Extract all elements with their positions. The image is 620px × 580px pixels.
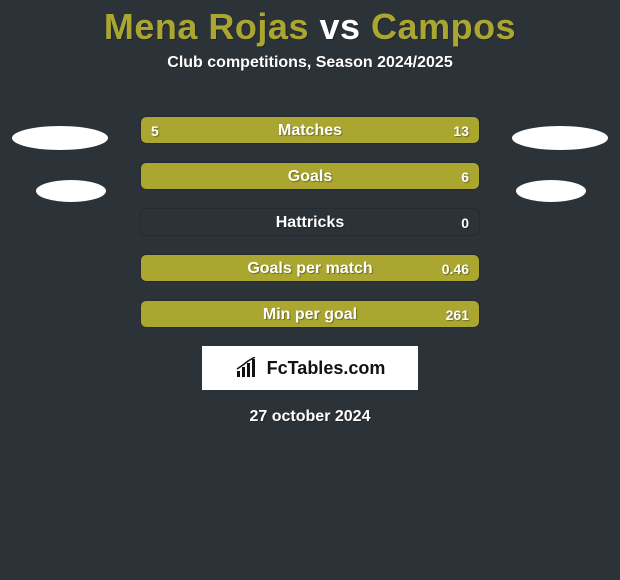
stat-value-right: 13 [453,117,469,144]
stat-value-left: 5 [151,117,159,144]
stat-value-right: 261 [446,301,469,328]
decor-ellipse-right-1 [512,126,608,150]
title-player1: Mena Rojas [104,6,309,47]
stat-value-right: 0 [461,209,469,236]
stat-row: Goals6 [140,162,480,190]
stat-value-right: 6 [461,163,469,190]
stat-label: Min per goal [141,301,479,328]
stat-row: Matches5 13 [140,116,480,144]
decor-ellipse-right-2 [516,180,586,202]
stat-label: Hattricks [141,209,479,236]
title-vs: vs [319,6,360,47]
logo-box: FcTables.com [202,346,418,390]
stat-label: Goals per match [141,255,479,282]
stat-row: Min per goal261 [140,300,480,328]
logo-text: FcTables.com [267,358,386,379]
decor-ellipse-left-1 [12,126,108,150]
page-title: Mena Rojas vs Campos [0,0,620,48]
stat-row: Hattricks0 [140,208,480,236]
footer-date: 27 october 2024 [0,408,620,426]
stats-container: Matches5 13 Goals6 Hattricks0 Goals per matc… [140,116,480,328]
decor-ellipse-left-2 [36,180,106,202]
stat-row: Goals per match0.46 [140,254,480,282]
stat-value-right: 0.46 [442,255,469,282]
stat-label: Matches [141,117,479,144]
stat-label: Goals [141,163,479,190]
chart-icon [235,357,261,379]
subtitle: Club competitions, Season 2024/2025 [0,54,620,72]
title-player2: Campos [371,6,516,47]
